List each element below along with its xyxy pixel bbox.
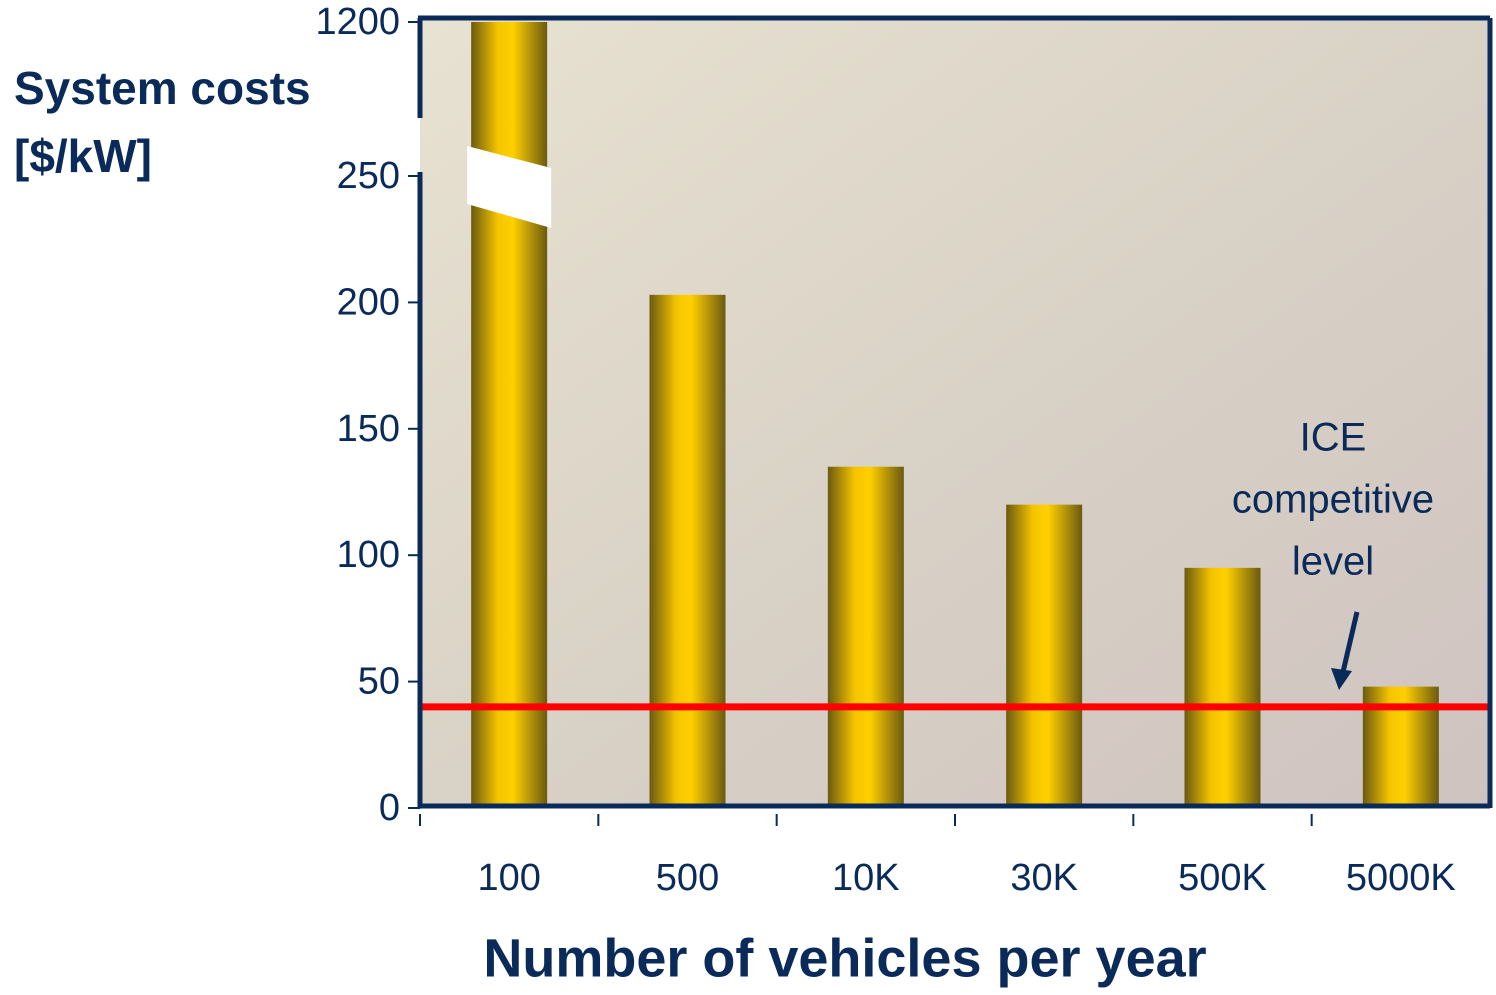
plot-background: [420, 20, 1490, 806]
y-tick-label: 0: [379, 787, 400, 829]
x-tick-label: 100: [477, 857, 540, 899]
y-tick-label: 150: [337, 408, 400, 450]
annotation: competitive: [1232, 478, 1434, 522]
y-axis-label: System costs: [14, 62, 311, 114]
bar: [649, 294, 726, 808]
annotation-arrowhead: [1331, 668, 1352, 690]
y-tick-label: 1200: [315, 1, 400, 43]
x-axis-label: Number of vehicles per year: [483, 928, 1206, 988]
bar: [1184, 567, 1261, 808]
y-tick-label: 100: [337, 534, 400, 576]
y-tick-label: 50: [358, 661, 400, 703]
axis-break-gap: [467, 146, 552, 228]
y-tick-label: 200: [337, 281, 400, 323]
y-tick-label: 250: [337, 155, 400, 197]
x-tick-label: 500: [656, 857, 719, 899]
annotation-arrow: [1340, 611, 1360, 673]
annotation: ICE: [1300, 416, 1367, 460]
x-tick-label: 5000K: [1346, 857, 1456, 899]
bar: [827, 466, 904, 808]
x-tick-label: 500K: [1178, 857, 1267, 899]
x-tick-label: 30K: [1010, 857, 1078, 899]
bar: [1006, 504, 1083, 808]
x-tick-label: 10K: [832, 857, 900, 899]
annotation: level: [1292, 540, 1374, 584]
bar: [471, 22, 548, 808]
y-axis-label: [$/kW]: [14, 130, 152, 182]
